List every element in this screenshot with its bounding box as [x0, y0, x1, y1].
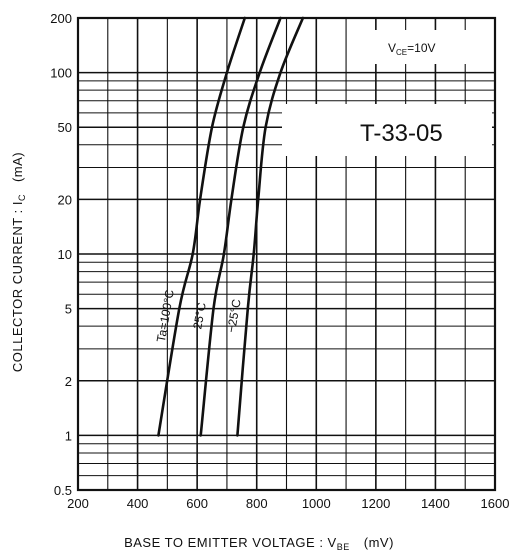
x-tick-label: 1600 — [481, 496, 510, 511]
y-tick-label: 5 — [65, 302, 72, 317]
y-tick-labels: 0.5 1 2 5 10 20 50 100 200 — [50, 11, 72, 498]
series-label: 25°C — [190, 301, 209, 330]
y-axis-label: COLLECTOR CURRENT : IC(mA) — [10, 152, 27, 372]
y-tick-label: 2 — [65, 374, 72, 389]
condition-label: VCE=10V — [388, 41, 436, 57]
x-tick-label: 200 — [67, 496, 89, 511]
y-tick-label: 0.5 — [54, 483, 72, 498]
plot-frame — [76, 16, 497, 492]
x-tick-label: 1000 — [302, 496, 331, 511]
x-tick-label: 1200 — [361, 496, 390, 511]
series-label: −25°C — [224, 298, 244, 334]
y-tick-label: 200 — [50, 11, 72, 26]
x-tick-label: 600 — [186, 496, 208, 511]
series-line — [157, 16, 247, 437]
series-line — [236, 16, 305, 437]
x-tick-label: 1400 — [421, 496, 450, 511]
x-axis-label: BASE TO EMITTER VOLTAGE : VBE (mV) — [124, 535, 394, 552]
y-tick-label: 1 — [65, 428, 72, 443]
x-tick-labels: 200 400 600 800 1000 1200 1400 1600 — [67, 496, 509, 511]
y-tick-label: 100 — [50, 66, 72, 81]
y-tick-label: 50 — [58, 120, 72, 135]
part-number-box — [282, 104, 492, 156]
y-tick-label: 10 — [58, 247, 72, 262]
condition-box — [372, 30, 486, 64]
series-line — [199, 16, 282, 437]
x-tick-label: 800 — [246, 496, 268, 511]
part-number: T-33-05 — [360, 120, 443, 147]
x-tick-label: 400 — [127, 496, 149, 511]
y-tick-label: 20 — [58, 192, 72, 207]
